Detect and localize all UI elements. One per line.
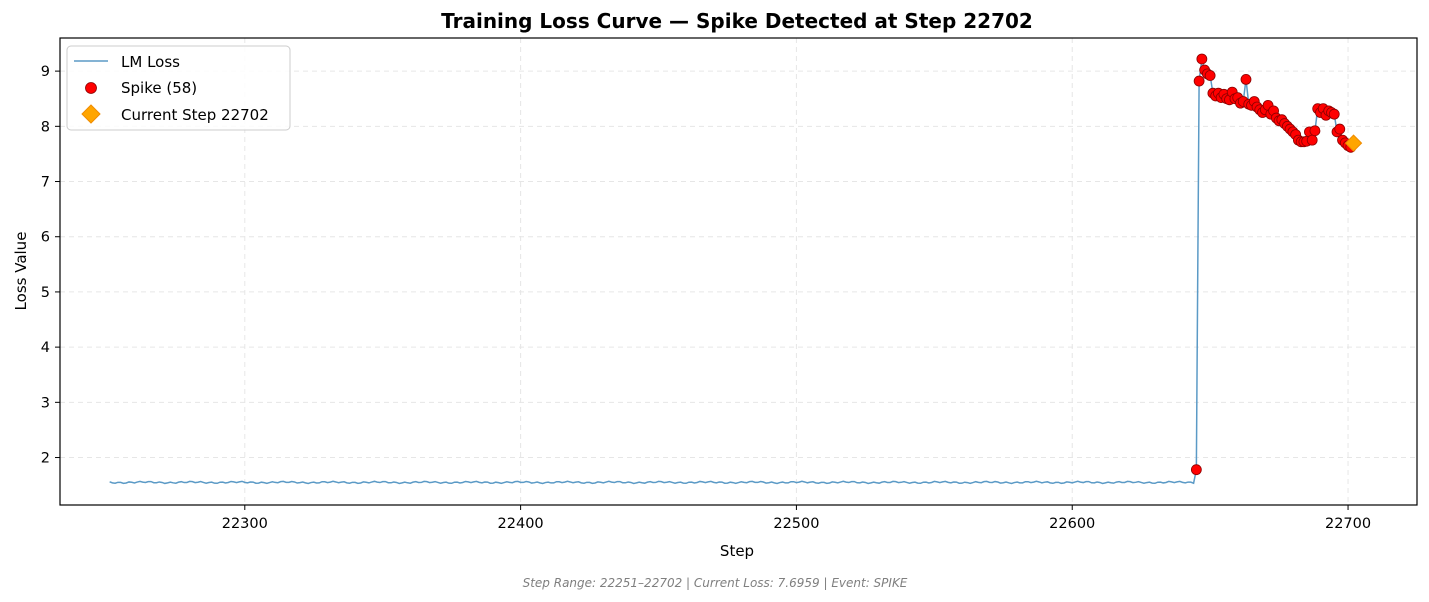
spike-point [1328, 108, 1340, 120]
legend: LM Loss Spike (58) Current Step 22702 [66, 45, 291, 131]
spike-point [1190, 464, 1202, 476]
loss-line-layer [109, 58, 1355, 485]
y-tick-label: 2 [41, 451, 50, 467]
y-tick-label: 8 [41, 119, 50, 135]
y-tick-label: 9 [41, 64, 50, 80]
y-axis-ticks: 2 3 4 5 6 7 8 9 [41, 64, 60, 467]
spike-point [1309, 125, 1321, 137]
spike-point [1334, 123, 1346, 135]
legend-box [66, 45, 291, 131]
footer-summary: Step Range: 22251–22702 | Current Loss: … [523, 576, 908, 590]
x-tick-label: 22500 [773, 516, 819, 532]
legend-item-current-step: Current Step 22702 [121, 106, 269, 124]
legend-item-spike: Spike (58) [121, 79, 197, 97]
spike-markers [1190, 53, 1359, 476]
x-tick-label: 22300 [222, 516, 268, 532]
spike-point [1204, 70, 1216, 81]
spike-point [1306, 134, 1318, 146]
spike-point [1240, 74, 1252, 85]
chart-title: Training Loss Curve — Spike Detected at … [441, 9, 1033, 33]
y-tick-label: 5 [41, 285, 50, 301]
y-tick-label: 6 [41, 230, 50, 246]
y-tick-label: 4 [41, 340, 50, 356]
lm-loss-line [109, 58, 1355, 485]
y-axis-label: Loss Value [12, 232, 30, 311]
current-step-layer [1344, 134, 1363, 152]
spike-point [1193, 75, 1205, 87]
y-tick-label: 7 [41, 175, 50, 191]
x-axis-ticks: 22300 22400 22500 22600 22700 [222, 505, 1371, 532]
current-step-marker [1344, 134, 1363, 152]
x-tick-label: 22400 [498, 516, 544, 532]
plot-frame [59, 37, 1418, 506]
x-tick-label: 22600 [1049, 516, 1095, 532]
grid-lines [60, 38, 1417, 505]
legend-item-lm-loss: LM Loss [121, 53, 180, 71]
legend-current-swatch [81, 104, 101, 124]
y-tick-label: 3 [41, 395, 50, 411]
x-axis-label: Step [720, 542, 754, 560]
spike-point [1196, 53, 1208, 65]
legend-spike-swatch [85, 82, 97, 94]
x-tick-label: 22700 [1325, 516, 1371, 532]
